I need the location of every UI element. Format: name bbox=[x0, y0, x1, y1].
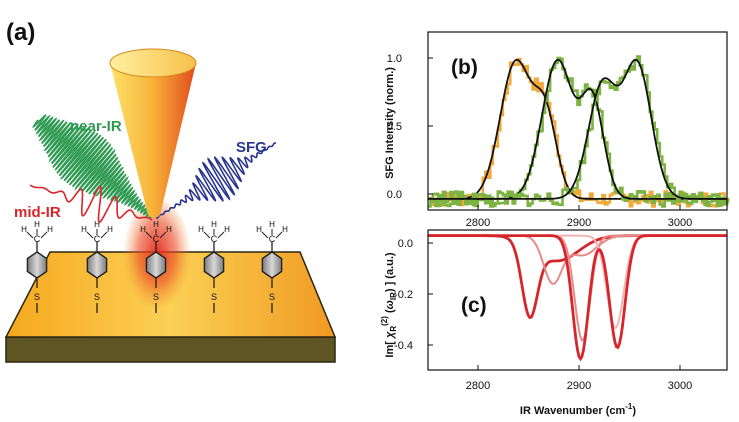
atom-label: H bbox=[224, 225, 230, 234]
atom-label: H bbox=[34, 220, 40, 229]
chart-c-xticks: 2800 2900 3000 bbox=[466, 380, 692, 392]
panel-b-label: (b) bbox=[451, 56, 478, 79]
benzene-ring bbox=[203, 251, 225, 279]
chart-c-tickmarks bbox=[428, 242, 681, 370]
atom-label: H bbox=[211, 220, 217, 229]
benzene-ring bbox=[145, 251, 167, 279]
chart-b-yticks: 1.0 0.5 0.0 bbox=[387, 53, 402, 201]
panel-c: Im[ χR(2) (ωIR) ] (a.u.) 0.0 -0.2 -0.4 2… bbox=[380, 229, 728, 417]
molecule: CH HHS bbox=[198, 220, 230, 313]
chart-b-fit-line bbox=[428, 58, 727, 200]
mid-ir-label: mid-IR bbox=[14, 204, 61, 221]
chart-c-xtick: 2900 bbox=[567, 380, 591, 392]
atom-label: C bbox=[211, 234, 218, 244]
atom-label: H bbox=[282, 225, 288, 234]
mid-ir-beam bbox=[29, 184, 153, 223]
benzene-ring bbox=[26, 251, 48, 279]
tip-cone bbox=[110, 63, 196, 218]
chart-c-xtick: 2800 bbox=[466, 380, 490, 392]
atom-label: H bbox=[21, 225, 27, 234]
panel-a-label: (a) bbox=[6, 19, 35, 46]
atom-label: H bbox=[198, 225, 204, 234]
chart-b-ytick: 0.0 bbox=[387, 189, 402, 201]
chart-c-ytick: 0.0 bbox=[398, 238, 413, 250]
chart-c-xtick: 3000 bbox=[668, 380, 692, 392]
chart-c-frame bbox=[427, 229, 728, 371]
substrate-side bbox=[5, 336, 336, 363]
benzene-ring bbox=[261, 251, 283, 279]
near-ir-beam bbox=[32, 113, 155, 219]
chart-b-fit-line bbox=[428, 58, 727, 200]
chart-c-ytick: -0.4 bbox=[394, 340, 413, 352]
atom-label: H bbox=[81, 225, 87, 234]
atom-label: H bbox=[140, 225, 146, 234]
chart-b-frame bbox=[427, 31, 728, 211]
benzene-ring bbox=[86, 251, 108, 279]
chart-c-plot bbox=[428, 234, 727, 362]
chart-b-ytick: 1.0 bbox=[387, 53, 402, 65]
atom-label: H bbox=[269, 220, 275, 229]
atom-label: H bbox=[47, 225, 53, 234]
atom-label: H bbox=[107, 225, 113, 234]
atom-label: H bbox=[256, 225, 262, 234]
chart-b-xtick: 2800 bbox=[466, 217, 490, 229]
chart-b-ytick: 0.5 bbox=[387, 121, 402, 133]
sfg-beam bbox=[156, 142, 276, 219]
chart-b-plot bbox=[428, 55, 730, 208]
chart-c-series-line bbox=[428, 234, 727, 285]
chart-c-series-line bbox=[428, 234, 727, 362]
panel-c-label: (c) bbox=[461, 294, 487, 317]
atom-label: S bbox=[269, 292, 275, 302]
molecule: CH HHS bbox=[81, 220, 113, 313]
atom-label: S bbox=[153, 292, 159, 302]
tip-top bbox=[109, 48, 197, 78]
atom-label: H bbox=[94, 220, 100, 229]
atom-label: C bbox=[34, 234, 41, 244]
molecule: CH HHS bbox=[140, 220, 172, 313]
atom-label: C bbox=[269, 234, 276, 244]
sfg-label: SFG bbox=[236, 139, 267, 156]
molecule: CH HHS bbox=[256, 220, 288, 313]
chart-b-xtick: 2900 bbox=[567, 217, 591, 229]
atom-label: S bbox=[34, 292, 40, 302]
near-ir-label: near-IR bbox=[70, 118, 122, 135]
chart-c-xlabel: IR Wavenumber (cm-1) bbox=[520, 402, 636, 417]
chart-b-xticks: 2800 2900 3000 bbox=[466, 217, 692, 229]
atom-label: H bbox=[166, 225, 172, 234]
chart-b-tickmarks bbox=[428, 57, 681, 210]
chart-b-data-trace bbox=[428, 55, 730, 208]
panel-b: SFG Intensity (norm.) 1.0 0.5 0.0 2800 2… bbox=[384, 31, 730, 229]
chart-b-fit-line bbox=[428, 59, 727, 200]
atom-label: C bbox=[94, 234, 101, 244]
atom-label: S bbox=[211, 292, 217, 302]
molecule: CH HHS bbox=[21, 220, 53, 313]
chart-c-ytick: -0.2 bbox=[394, 289, 413, 301]
chart-b-xtick: 3000 bbox=[668, 217, 692, 229]
atom-label: H bbox=[153, 220, 159, 229]
atom-label: C bbox=[153, 234, 160, 244]
chart-b-ylabel: SFG Intensity (norm.) bbox=[384, 67, 396, 179]
chart-c-yticks: 0.0 -0.2 -0.4 bbox=[394, 238, 413, 352]
atom-label: S bbox=[94, 292, 100, 302]
